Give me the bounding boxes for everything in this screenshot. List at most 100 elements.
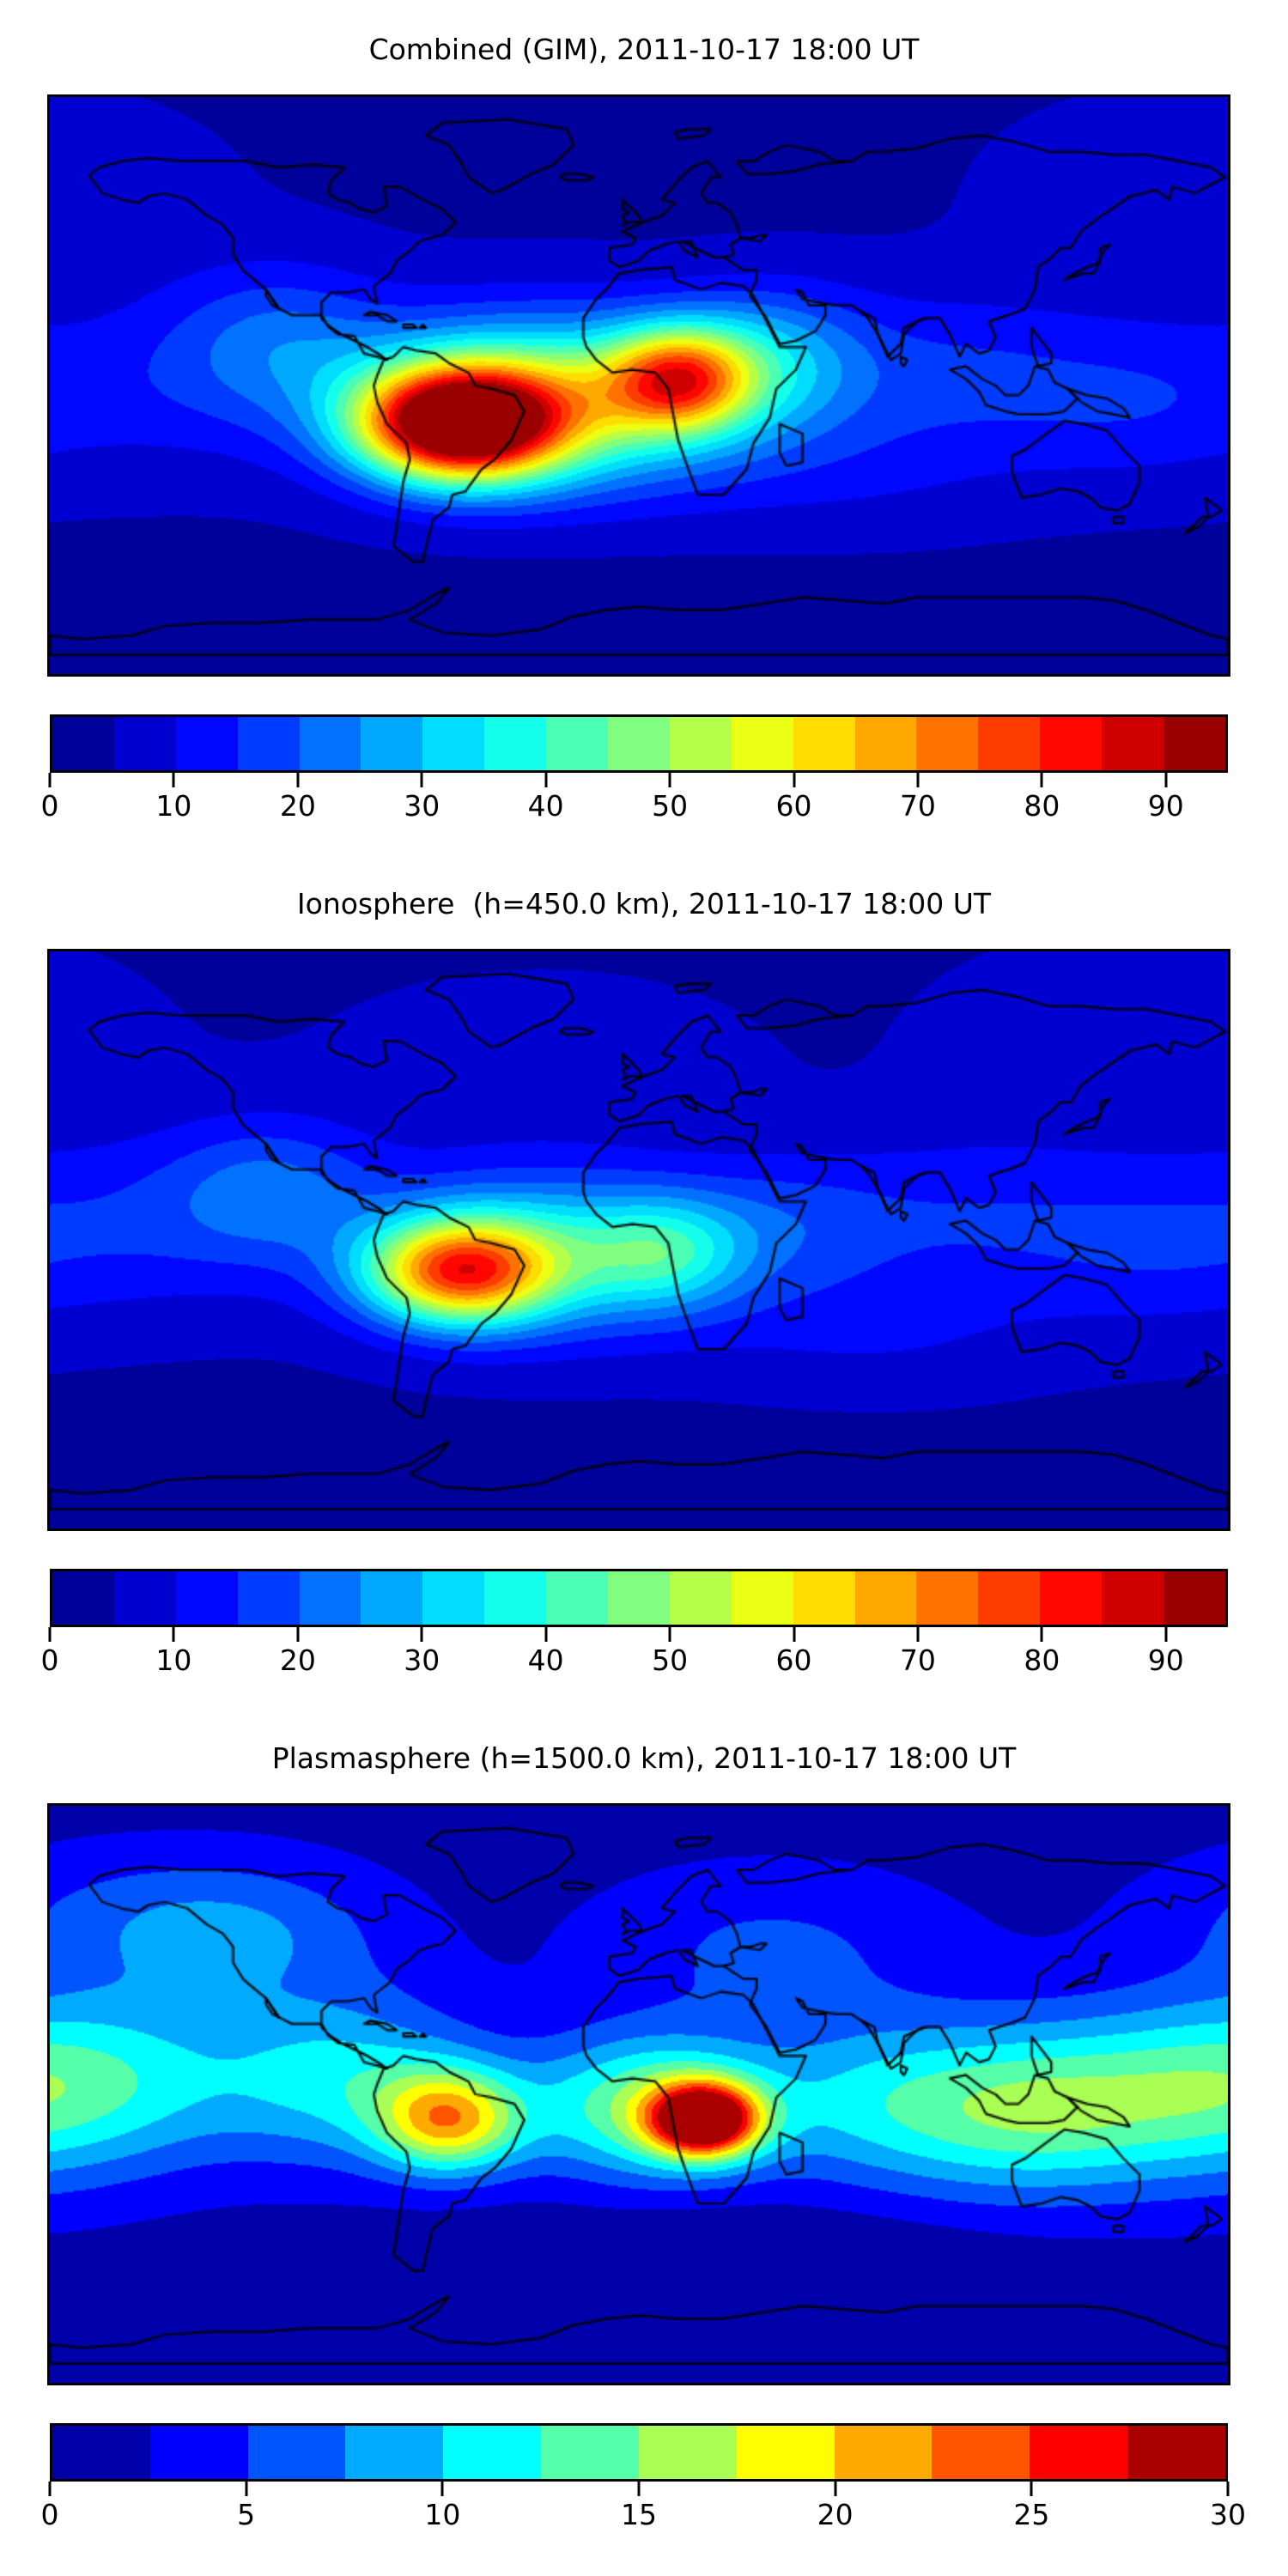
map-image [50, 97, 1228, 674]
colorbar-segment [1040, 1571, 1103, 1625]
colorbar-tick [296, 1627, 300, 1642]
panel-ionosphere: Ionosphere (h=450.0 km), 2011-10-17 18:0… [0, 854, 1288, 1713]
colorbar-segment [149, 2426, 248, 2479]
colorbar-segment [793, 1571, 855, 1625]
colorbar-tick [172, 773, 175, 787]
colorbar-segment [1127, 2426, 1225, 2479]
colorbar-combined-gim [50, 714, 1228, 773]
panel-title: Plasmasphere (h=1500.0 km), 2011-10-17 1… [271, 1741, 1017, 1775]
colorbar-tick [834, 2482, 837, 2496]
colorbar-segment [793, 717, 855, 770]
panel-title: Ionosphere (h=450.0 km), 2011-10-17 18:0… [296, 887, 992, 920]
colorbar-tick-label: 60 [775, 789, 812, 823]
map-plasmasphere [47, 1803, 1230, 2385]
colorbar-segment [916, 1571, 979, 1625]
colorbar-tick-label: 25 [1013, 2498, 1050, 2531]
colorbar-segment [247, 2426, 346, 2479]
colorbar-tick [1040, 1627, 1043, 1642]
colorbar-tick [637, 2482, 641, 2496]
colorbar-plasmasphere [50, 2423, 1228, 2482]
colorbar-segment [484, 717, 547, 770]
panel-title: Combined (GIM), 2011-10-17 18:00 UT [368, 33, 920, 66]
colorbar-tick [1164, 773, 1168, 787]
colorbar-tick [793, 1627, 796, 1642]
colorbar-tick [916, 773, 920, 787]
colorbar-tick [544, 1627, 548, 1642]
colorbar-tick [916, 1627, 920, 1642]
colorbar-segment [736, 2426, 835, 2479]
colorbar-tick [245, 2482, 248, 2496]
colorbar-tick-label: 5 [237, 2498, 256, 2531]
colorbar-tick-label: 20 [817, 2498, 854, 2531]
colorbar-tick [544, 773, 548, 787]
colorbar-gradient [50, 2423, 1228, 2482]
colorbar-segment [52, 2426, 150, 2479]
colorbar-segment [299, 717, 361, 770]
colorbar-tick-label: 50 [652, 1643, 689, 1677]
colorbar-segment [1030, 2426, 1128, 2479]
colorbar-segment [1163, 1571, 1225, 1625]
colorbar-segment [484, 1571, 547, 1625]
colorbar-tick-label: 30 [1210, 2498, 1246, 2531]
colorbar-segment [978, 1571, 1041, 1625]
colorbar-segment [361, 717, 423, 770]
colorbar-tick-label: 20 [279, 1643, 316, 1677]
colorbar-tick-label: 70 [899, 1643, 936, 1677]
map-image [50, 951, 1228, 1528]
colorbar-tick [48, 773, 52, 787]
colorbar-tick [1030, 2482, 1033, 2496]
colorbar-gradient [50, 714, 1228, 773]
map-ionosphere [47, 949, 1230, 1531]
colorbar-tick-label: 10 [155, 1643, 192, 1677]
colorbar-segment [546, 1571, 609, 1625]
colorbar-tick [296, 773, 300, 787]
colorbar-tick-label: 0 [40, 789, 59, 823]
colorbar-tick-label: 0 [40, 2498, 59, 2531]
colorbar-tick [1040, 773, 1043, 787]
colorbar-tick [440, 2482, 444, 2496]
colorbar-tick-label: 30 [404, 789, 440, 823]
map-combined-gim [47, 94, 1230, 677]
colorbar-segment [237, 1571, 300, 1625]
colorbar-segment [422, 1571, 485, 1625]
colorbar-segment [932, 2426, 1030, 2479]
colorbar-tick [1226, 2482, 1230, 2496]
colorbar-tick [1164, 1627, 1168, 1642]
colorbar-tick-label: 90 [1147, 1643, 1184, 1677]
colorbar-gradient [50, 1569, 1228, 1627]
colorbar-tick [420, 773, 423, 787]
colorbar-tick [793, 773, 796, 787]
colorbar-segment [978, 717, 1041, 770]
colorbar-segment [834, 2426, 933, 2479]
colorbar-segment [854, 1571, 917, 1625]
colorbar-segment [1163, 717, 1225, 770]
colorbar-tick-label: 20 [279, 789, 316, 823]
colorbar-segment [345, 2426, 444, 2479]
colorbar-tick-label: 10 [155, 789, 192, 823]
colorbar-segment [113, 1571, 176, 1625]
colorbar-segment [175, 717, 238, 770]
colorbar-segment [638, 2426, 737, 2479]
colorbar-segment [854, 717, 917, 770]
colorbar-segment [608, 717, 670, 770]
colorbar-segment [175, 1571, 238, 1625]
colorbar-ionosphere [50, 1569, 1228, 1627]
colorbar-segment [443, 2426, 542, 2479]
colorbar-segment [1040, 717, 1103, 770]
colorbar-tick-label: 50 [652, 789, 689, 823]
colorbar-tick-label: 30 [404, 1643, 440, 1677]
colorbar-tick-label: 80 [1024, 1643, 1060, 1677]
map-image [50, 1806, 1228, 2383]
colorbar-segment [299, 1571, 361, 1625]
colorbar-tick [668, 1627, 671, 1642]
colorbar-segment [546, 717, 609, 770]
colorbar-tick-label: 60 [775, 1643, 812, 1677]
colorbar-segment [361, 1571, 423, 1625]
colorbar-tick-label: 90 [1147, 789, 1184, 823]
panel-combined-gim: Combined (GIM), 2011-10-17 18:00 UT 0 10 2… [0, 0, 1288, 859]
colorbar-tick [48, 1627, 52, 1642]
colorbar-segment [422, 717, 485, 770]
colorbar-tick-label: 70 [899, 789, 936, 823]
colorbar-segment [52, 1571, 114, 1625]
